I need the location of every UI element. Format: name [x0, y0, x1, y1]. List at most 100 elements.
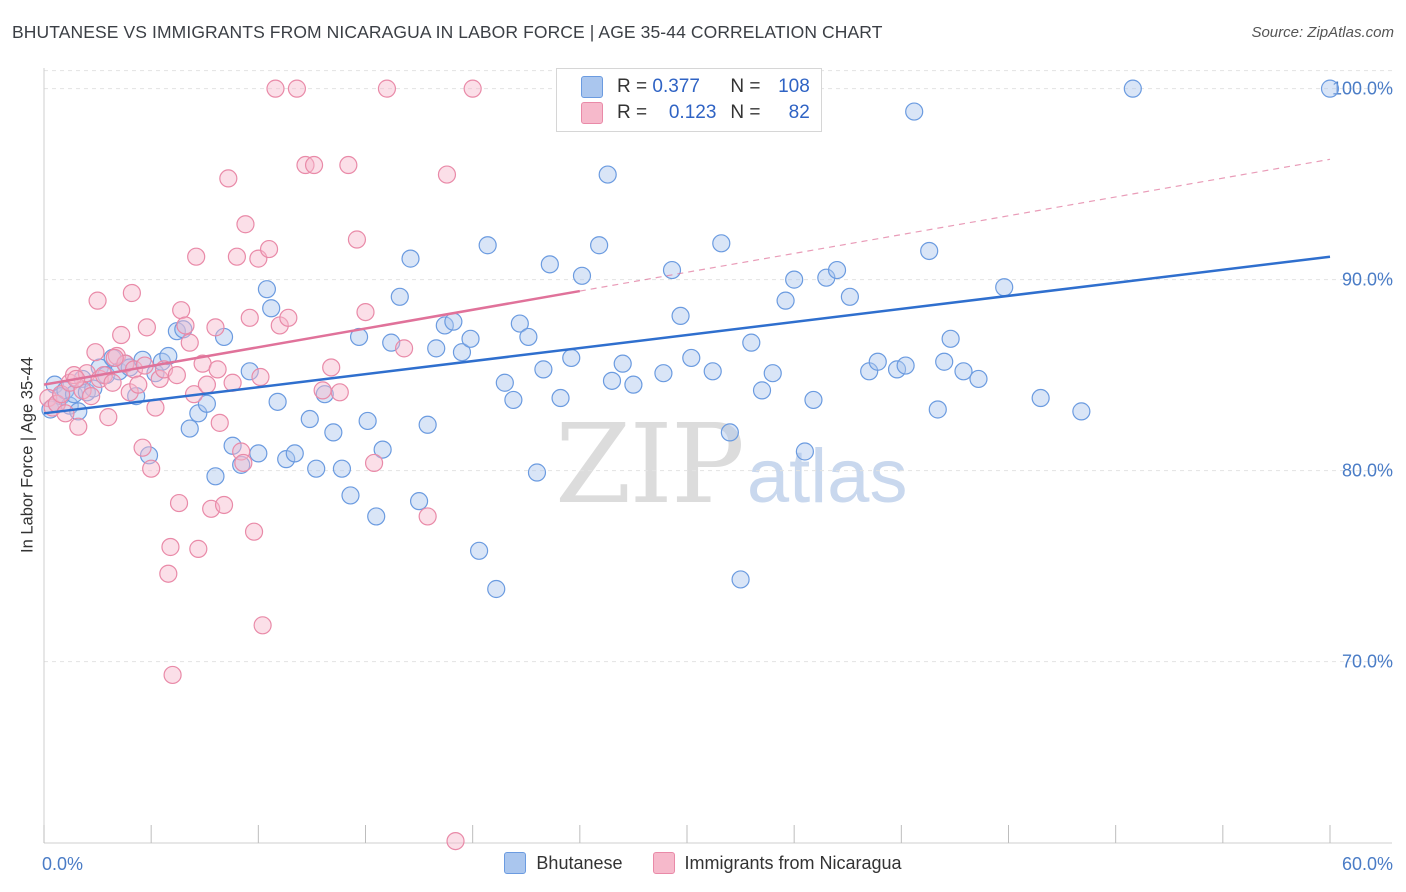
point-bhutanese [300, 409, 319, 429]
point-bhutanese [367, 507, 386, 526]
point-bhutanese [341, 486, 360, 505]
point-nicaragua [161, 537, 180, 557]
point-nicaragua [69, 417, 88, 436]
point-nicaragua [313, 381, 332, 400]
point-bhutanese [572, 266, 592, 285]
legend-n-label: N = [730, 102, 761, 123]
point-bhutanese [941, 329, 960, 348]
point-bhutanese [624, 375, 643, 394]
watermark-zip: ZIP [555, 400, 745, 528]
point-bhutanese [1123, 79, 1142, 98]
point-bhutanese [307, 459, 326, 478]
x-tick-label-max: 60.0% [1342, 854, 1393, 874]
point-bhutanese [785, 270, 804, 289]
trendline-bhutanese [43, 255, 1331, 415]
point-bhutanese [562, 348, 581, 368]
point-nicaragua [133, 438, 152, 457]
point-nicaragua [169, 493, 189, 513]
point-bhutanese [452, 343, 472, 362]
point-nicaragua [88, 291, 107, 310]
point-nicaragua [227, 247, 246, 266]
point-nicaragua [197, 375, 216, 394]
point-bhutanese [262, 299, 281, 318]
point-bhutanese [427, 339, 446, 358]
point-bhutanese [358, 411, 377, 431]
point-nicaragua [356, 302, 375, 322]
watermark: ZIPatlas [555, 400, 907, 528]
point-bhutanese [495, 373, 514, 392]
point-bhutanese [139, 446, 159, 465]
point-bhutanese [206, 467, 225, 486]
point-nicaragua [129, 375, 148, 394]
legend-swatch-nicaragua [581, 102, 603, 124]
point-nicaragua [287, 79, 307, 98]
point-nicaragua [86, 343, 105, 362]
point-nicaragua [180, 333, 199, 352]
point-bhutanese [720, 423, 739, 442]
point-nicaragua [234, 453, 253, 473]
point-bhutanese [969, 369, 988, 389]
point-bhutanese [920, 241, 939, 261]
legend-swatch-bhutanese [581, 76, 603, 98]
trendline-nicaragua [43, 289, 581, 386]
point-nicaragua [214, 495, 234, 515]
point-nicaragua [347, 230, 367, 249]
point-bhutanese [905, 102, 924, 121]
point-bhutanese [954, 362, 973, 381]
point-bhutanese [435, 316, 454, 335]
point-bhutanese [332, 459, 352, 478]
point-bhutanese [928, 400, 947, 419]
point-bhutanese [840, 287, 859, 306]
legend-row-nicaragua: R = 0.123 N = 82 [581, 101, 810, 125]
point-bhutanese [519, 327, 538, 347]
point-bhutanese [935, 352, 954, 371]
point-bhutanese [409, 492, 429, 511]
point-bhutanese [390, 287, 409, 306]
point-bhutanese [418, 415, 437, 434]
point-nicaragua [330, 383, 349, 402]
point-bhutanese [763, 364, 782, 383]
legend-n-value-nicaragua: 82 [788, 102, 810, 123]
point-bhutanese [613, 354, 632, 373]
point-nicaragua [82, 387, 101, 406]
point-nicaragua [418, 507, 437, 526]
point-bhutanese [1031, 388, 1050, 408]
point-bhutanese [712, 234, 731, 253]
point-bhutanese [752, 381, 772, 400]
point-bhutanese [868, 352, 887, 371]
point-bhutanese [461, 329, 480, 348]
legend-label-nicaragua: Immigrants from Nicaragua [684, 852, 902, 873]
point-bhutanese [487, 579, 506, 599]
point-nicaragua [176, 316, 195, 335]
point-nicaragua [394, 339, 414, 358]
point-nicaragua [279, 308, 298, 327]
point-bhutanese [703, 362, 722, 381]
point-bhutanese [602, 371, 622, 390]
y-tick-label: 100.0% [1332, 79, 1393, 99]
point-nicaragua [446, 831, 465, 851]
point-nicaragua [159, 564, 178, 583]
point-nicaragua [244, 522, 264, 541]
point-nicaragua [187, 247, 206, 266]
legend-label-bhutanese: Bhutanese [536, 852, 623, 873]
chart-title: BHUTANESE VS IMMIGRANTS FROM NICARAGUA I… [12, 22, 883, 42]
point-nicaragua [322, 358, 341, 377]
point-bhutanese [887, 360, 907, 379]
series-legend: Bhutanese Immigrants from Nicaragua [0, 852, 1406, 874]
point-bhutanese [662, 260, 682, 280]
stats-legend: R = 0.377 N = 108 R = 0.123 N = 82 [556, 68, 822, 132]
point-bhutanese [527, 463, 547, 482]
point-bhutanese [1320, 79, 1340, 98]
point-nicaragua [167, 366, 186, 385]
y-tick-label: 70.0% [1342, 652, 1393, 672]
point-nicaragua [163, 665, 182, 685]
point-bhutanese [551, 388, 570, 408]
y-tick-label: 90.0% [1342, 270, 1393, 290]
point-bhutanese [598, 165, 617, 184]
point-bhutanese [682, 348, 701, 368]
point-bhutanese [249, 444, 268, 463]
point-bhutanese [180, 419, 199, 438]
point-nicaragua [142, 459, 161, 478]
point-bhutanese [995, 278, 1014, 297]
point-bhutanese [731, 570, 750, 589]
